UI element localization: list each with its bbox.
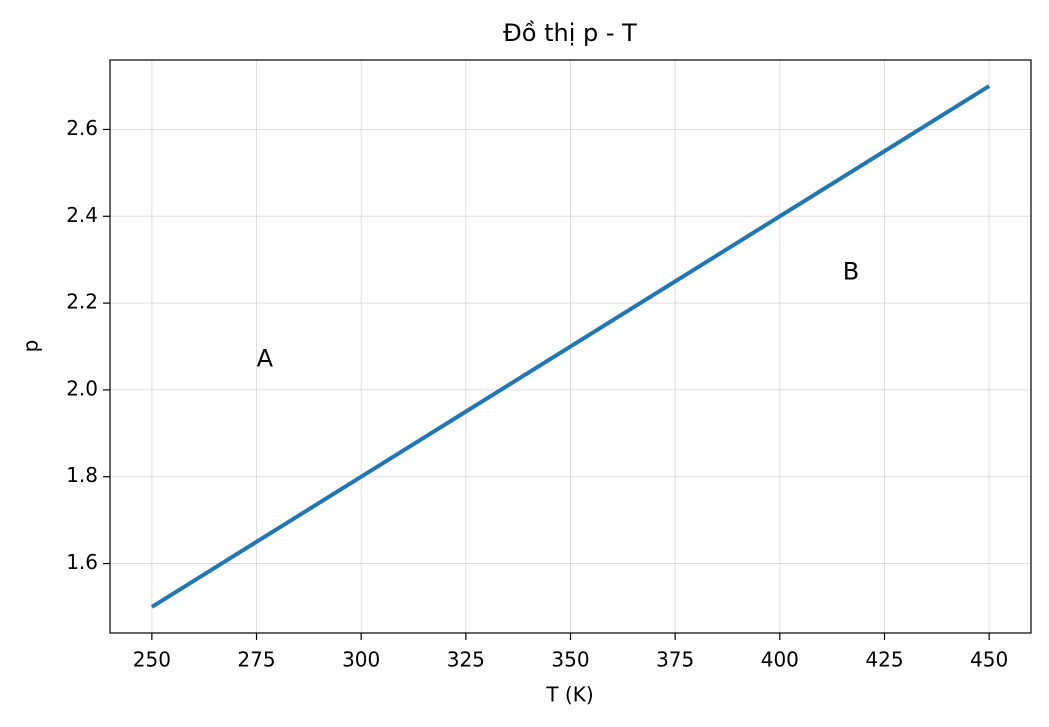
y-axis-label: p xyxy=(19,340,43,353)
annotation: B xyxy=(843,258,859,286)
y-tick-label: 1.8 xyxy=(66,463,98,487)
annotation: A xyxy=(257,345,274,373)
y-tick-label: 2.2 xyxy=(66,290,98,314)
line-series xyxy=(150,84,991,609)
x-tick-label: 425 xyxy=(865,648,903,672)
x-tick-label: 250 xyxy=(133,648,171,672)
x-tick-label: 350 xyxy=(551,648,589,672)
x-tick-label: 325 xyxy=(447,648,485,672)
x-tick-label: 400 xyxy=(761,648,799,672)
x-tick-label: 275 xyxy=(237,648,275,672)
x-tick-label: 375 xyxy=(656,648,694,672)
y-tick-label: 2.0 xyxy=(66,376,98,400)
x-tick-label: 300 xyxy=(342,648,380,672)
x-tick-label: 450 xyxy=(970,648,1008,672)
plot-frame xyxy=(109,59,1032,634)
y-tick-label: 2.4 xyxy=(66,203,98,227)
x-axis-label: T (K) xyxy=(545,683,593,707)
chart-title: Đồ thị p - T xyxy=(503,19,637,47)
y-tick-label: 2.6 xyxy=(66,116,98,140)
y-tick-label: 1.6 xyxy=(66,550,98,574)
